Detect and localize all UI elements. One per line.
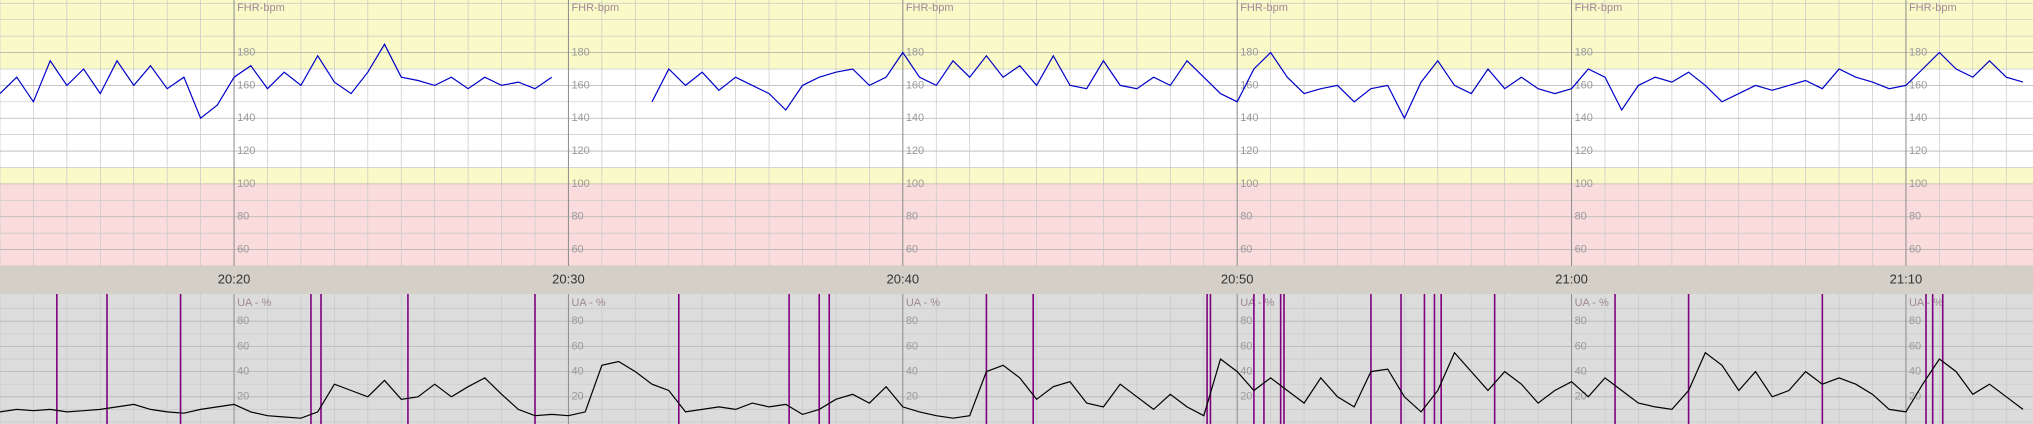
trace	[0, 43, 2024, 120]
x-tick-label: 20:20	[218, 271, 251, 286]
y-tick-label: 60	[571, 243, 583, 255]
y-tick-label: 140	[571, 112, 589, 124]
y-tick-label: 80	[1240, 211, 1252, 223]
y-tick-label: 140	[1575, 112, 1593, 124]
y-tick-label: 180	[571, 46, 589, 58]
y-tick-label: 20	[237, 391, 249, 403]
y-tick-label: 60	[1909, 340, 1921, 352]
y-tick-label: 180	[1909, 46, 1927, 58]
y-tick-label: 160	[906, 79, 924, 91]
y-axis-title: FHR-bpm	[1909, 2, 1957, 14]
y-tick-label: 60	[237, 243, 249, 255]
y-tick-label: 80	[237, 315, 249, 327]
y-tick-label: 40	[906, 366, 918, 378]
y-tick-label: 140	[237, 112, 255, 124]
y-tick-label: 80	[571, 315, 583, 327]
y-tick-label: 120	[571, 145, 589, 157]
y-tick-label: 40	[1909, 366, 1921, 378]
y-tick-label: 120	[906, 145, 924, 157]
y-tick-label: 160	[1909, 79, 1927, 91]
y-tick-label: 20	[1240, 391, 1252, 403]
range-band	[0, 167, 2033, 184]
x-tick-label: 21:00	[1555, 271, 1588, 286]
y-tick-label: 80	[906, 211, 918, 223]
y-tick-label: 40	[1575, 366, 1587, 378]
y-tick-label: 60	[237, 340, 249, 352]
y-tick-label: 80	[1575, 211, 1587, 223]
y-axis-title: FHR-bpm	[906, 2, 954, 14]
y-tick-label: 20	[571, 391, 583, 403]
y-tick-label: 40	[571, 366, 583, 378]
y-tick-label: 20	[906, 391, 918, 403]
y-tick-label: 180	[906, 46, 924, 58]
y-tick-label: 20	[1575, 391, 1587, 403]
time-band	[0, 266, 2033, 294]
y-tick-label: 80	[1909, 211, 1921, 223]
y-tick-label: 80	[1240, 315, 1252, 327]
y-tick-label: 160	[1240, 79, 1258, 91]
y-tick-label: 60	[1240, 340, 1252, 352]
x-tick-label: 21:10	[1890, 271, 1923, 286]
y-tick-label: 160	[1575, 79, 1593, 91]
y-tick-label: 40	[1240, 366, 1252, 378]
y-tick-label: 60	[1909, 243, 1921, 255]
y-tick-label: 80	[1575, 315, 1587, 327]
y-tick-label: 100	[906, 178, 924, 190]
y-tick-label: 60	[571, 340, 583, 352]
y-tick-label: 100	[1909, 178, 1927, 190]
y-axis-title: FHR-bpm	[237, 2, 285, 14]
y-tick-label: 180	[237, 46, 255, 58]
y-tick-label: 100	[1575, 178, 1593, 190]
y-tick-label: 140	[1240, 112, 1258, 124]
y-tick-label: 60	[906, 340, 918, 352]
y-axis-title: UA - %	[237, 297, 271, 309]
x-tick-label: 20:40	[887, 271, 920, 286]
y-axis-title: UA - %	[906, 297, 940, 309]
y-tick-label: 60	[906, 243, 918, 255]
y-tick-label: 120	[1909, 145, 1927, 157]
y-tick-label: 80	[571, 211, 583, 223]
x-tick-label: 20:50	[1221, 271, 1254, 286]
y-tick-label: 100	[571, 178, 589, 190]
y-tick-label: 100	[237, 178, 255, 190]
trace	[0, 351, 2024, 419]
y-tick-label: 60	[1575, 340, 1587, 352]
y-tick-label: 60	[1575, 243, 1587, 255]
x-tick-label: 20:30	[552, 271, 585, 286]
y-tick-label: 160	[237, 79, 255, 91]
y-tick-label: 120	[1240, 145, 1258, 157]
y-tick-label: 60	[1240, 243, 1252, 255]
y-tick-label: 80	[1909, 315, 1921, 327]
range-band	[0, 0, 2033, 69]
y-tick-label: 180	[1240, 46, 1258, 58]
y-axis-title: UA - %	[571, 297, 605, 309]
y-tick-label: 100	[1240, 178, 1258, 190]
y-tick-label: 40	[237, 366, 249, 378]
y-tick-label: 160	[571, 79, 589, 91]
y-tick-label: 140	[1909, 112, 1927, 124]
y-tick-label: 80	[906, 315, 918, 327]
y-axis-title: FHR-bpm	[571, 2, 619, 14]
y-tick-label: 120	[1575, 145, 1593, 157]
y-axis-title: UA - %	[1240, 297, 1274, 309]
y-tick-label: 140	[906, 112, 924, 124]
y-axis-title: UA - %	[1575, 297, 1609, 309]
y-axis-title: FHR-bpm	[1575, 2, 1623, 14]
range-band	[0, 183, 2033, 266]
y-tick-label: 180	[1575, 46, 1593, 58]
y-tick-label: 120	[237, 145, 255, 157]
y-axis-title: FHR-bpm	[1240, 2, 1288, 14]
y-tick-label: 80	[237, 211, 249, 223]
